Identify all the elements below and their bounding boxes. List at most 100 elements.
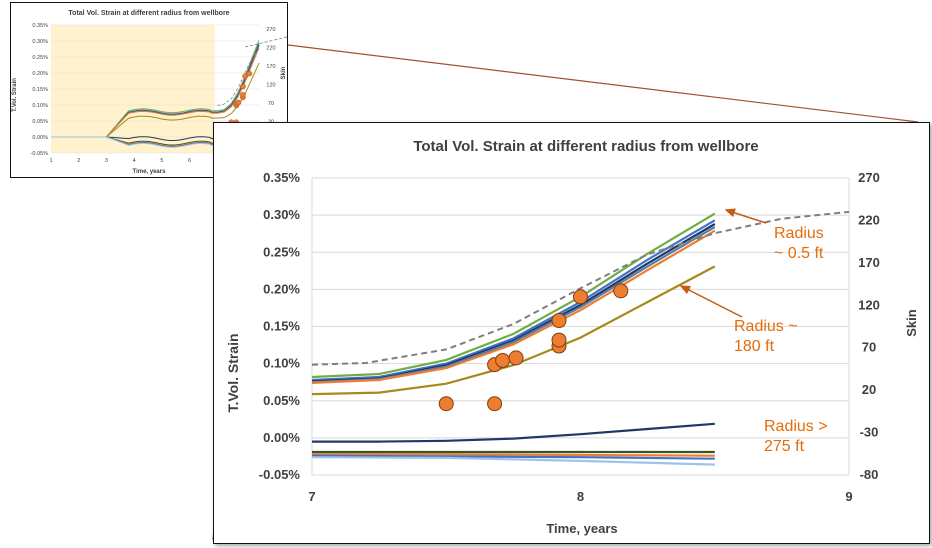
zoom-arrow-radius-180: [679, 285, 743, 318]
overview-y2-axis-label: Skin: [281, 66, 287, 79]
zoom-y-tick-label: 0.00%: [263, 430, 300, 445]
overview-x-tick-label: 5: [160, 158, 163, 164]
zoom-series-line-11: [311, 456, 715, 466]
zoom-chart-panel: Total Vol. Strain at different radius fr…: [213, 122, 930, 544]
zoom-series-line-6: [311, 265, 716, 396]
overview-grid: [51, 24, 259, 154]
overview-y-tick-label: 0.05%: [32, 119, 48, 125]
overview-y-tick-label: 0.00%: [32, 135, 48, 141]
overview-skin-markers: [228, 70, 253, 126]
zoom-skin-marker: [551, 313, 567, 329]
zoom-y-tick-labels: -0.05% 0.00% 0.05% 0.10% 0.15% 0.20% 0.25% 0.30…: [259, 170, 301, 482]
zoom-y2-tick-label: 20: [862, 382, 876, 397]
zoom-skin-marker: [438, 396, 454, 412]
zoom-arrow-radius-0-5: [724, 208, 767, 224]
zoom-annotation-arrows: [679, 208, 767, 318]
zoom-skin-marker: [487, 396, 503, 412]
zoom-series-line-7: [312, 422, 715, 443]
zoom-y-tick-label: 0.35%: [263, 170, 300, 185]
overview-skin-dashed-line: [217, 48, 260, 106]
zoom-annotation-text: Radius: [774, 225, 824, 242]
zoom-skin-dashed-line: [311, 210, 850, 366]
overview-y-tick-label: 0.15%: [32, 87, 48, 93]
zoom-y-tick-label: 0.10%: [263, 356, 300, 371]
zoom-x-tick-label: 7: [308, 489, 315, 504]
zoom-skin-markers: [438, 283, 629, 412]
zoom-y-tick-label: 0.30%: [263, 207, 300, 222]
overview-skin-marker: [246, 70, 253, 77]
zoom-chart: Total Vol. Strain at different radius fr…: [225, 138, 919, 536]
overview-skin-marker: [240, 92, 246, 98]
zoom-skin-curve: [311, 210, 850, 366]
zoom-y2-tick-label: 70: [862, 340, 876, 355]
zoom-y2-tick-label: -80: [860, 467, 879, 482]
zoom-skin-marker: [508, 350, 524, 366]
zoom-y-tick-label: 0.25%: [263, 244, 300, 259]
zoom-y-tick-label: 0.15%: [263, 319, 300, 334]
zoom-y-tick-label: 0.05%: [263, 393, 300, 408]
zoom-y2-axis-label: Skin: [904, 309, 919, 337]
overview-chart: Total Vol. Strain at different radius fr…: [12, 10, 288, 175]
zoom-y2-tick-label: 220: [858, 212, 880, 227]
overview-skin-marker: [235, 99, 242, 106]
zoom-annotation-text: ~ 0.5 ft: [774, 245, 824, 262]
overview-y-tick-label: 0.30%: [32, 39, 48, 45]
overview-y-tick-labels: -0.05% 0.00% 0.05% 0.10% 0.15% 0.20% 0.25% 0.30…: [31, 23, 49, 157]
overview-x-tick-label: 2: [77, 158, 80, 164]
zoom-y2-tick-label: 270: [858, 170, 880, 185]
overview-x-axis-label: Time, years: [133, 169, 167, 175]
zoom-y2-tick-label: 120: [858, 297, 880, 312]
zoom-x-tick-label: 9: [845, 489, 852, 504]
zoom-y2-tick-label: 170: [858, 255, 880, 270]
overview-x-tick-label: 3: [105, 158, 108, 164]
overview-y2-tick-label: 220: [266, 46, 275, 52]
overview-y-axis-label: T.Vol. Strain: [12, 78, 18, 112]
zoom-y2-tick-labels: -80 -30 20 70 120 170 220 270: [858, 170, 880, 482]
zoom-skin-marker: [613, 283, 629, 299]
zoom-x-tick-label: 8: [577, 489, 584, 504]
overview-y-tick-label: 0.20%: [32, 71, 48, 77]
zoom-series-line-10: [311, 454, 715, 460]
overview-x-tick-label: 1: [49, 158, 52, 164]
zoom-series-line-9: [312, 453, 715, 457]
overview-y2-tick-labels: 2702201701207020: [266, 27, 275, 126]
overview-skin-marker: [242, 73, 248, 79]
zoom-y-tick-label: 0.20%: [263, 281, 300, 296]
overview-skin-marker: [240, 83, 246, 90]
zoom-annotations: Radius ~ 0.5 ft Radius ~ 180 ft Radius > 275 …: [734, 225, 828, 455]
zoom-x-axis-label: Time, years: [546, 521, 617, 536]
overview-x-tick-label: 4: [133, 158, 136, 164]
overview-y-tick-label: 0.25%: [32, 55, 48, 61]
zoom-chart-title: Total Vol. Strain at different radius fr…: [413, 138, 758, 155]
overview-chart-panel: Total Vol. Strain at different radius fr…: [10, 2, 288, 178]
overview-y2-tick-label: 120: [266, 83, 275, 89]
zoom-y2-tick-label: -30: [860, 425, 879, 440]
zoom-series-lines: [311, 212, 716, 466]
overview-y-tick-label: 0.35%: [32, 23, 48, 29]
zoom-annotation-text: 180 ft: [734, 338, 775, 355]
connector-line-top: [287, 44, 919, 123]
zoom-skin-marker: [495, 352, 511, 368]
zoom-annotation-text: Radius >: [764, 418, 828, 435]
overview-skin-dashed-tail: [245, 36, 288, 48]
zoom-y-tick-label: -0.05%: [259, 467, 301, 482]
overview-y-tick-label: 0.10%: [32, 103, 48, 109]
zoom-skin-marker: [551, 332, 567, 348]
overview-chart-title: Total Vol. Strain at different radius fr…: [68, 10, 229, 17]
overview-y-tick-label: -0.05%: [31, 151, 49, 157]
zoom-skin-marker: [573, 289, 588, 305]
zoom-grid: [311, 177, 850, 476]
zoom-series-line-5: [311, 229, 716, 384]
overview-series-lines: [51, 36, 288, 149]
overview-x-tick-label: 6: [188, 158, 191, 164]
zoom-x-tick-labels: 7 8 9: [308, 489, 852, 504]
zoom-series-line-2: [311, 219, 716, 382]
overview-y2-tick-label: 70: [268, 101, 274, 107]
zoom-annotation-text: 275 ft: [764, 438, 805, 455]
overview-y2-tick-label: 270: [266, 27, 275, 33]
overview-y2-tick-label: 170: [266, 64, 275, 70]
overview-series-line-11: [51, 136, 260, 149]
zoom-y-axis-label: T.Vol. Strain: [225, 333, 241, 412]
zoom-series-line-1: [311, 212, 716, 379]
zoom-annotation-text: Radius ~: [734, 318, 798, 335]
